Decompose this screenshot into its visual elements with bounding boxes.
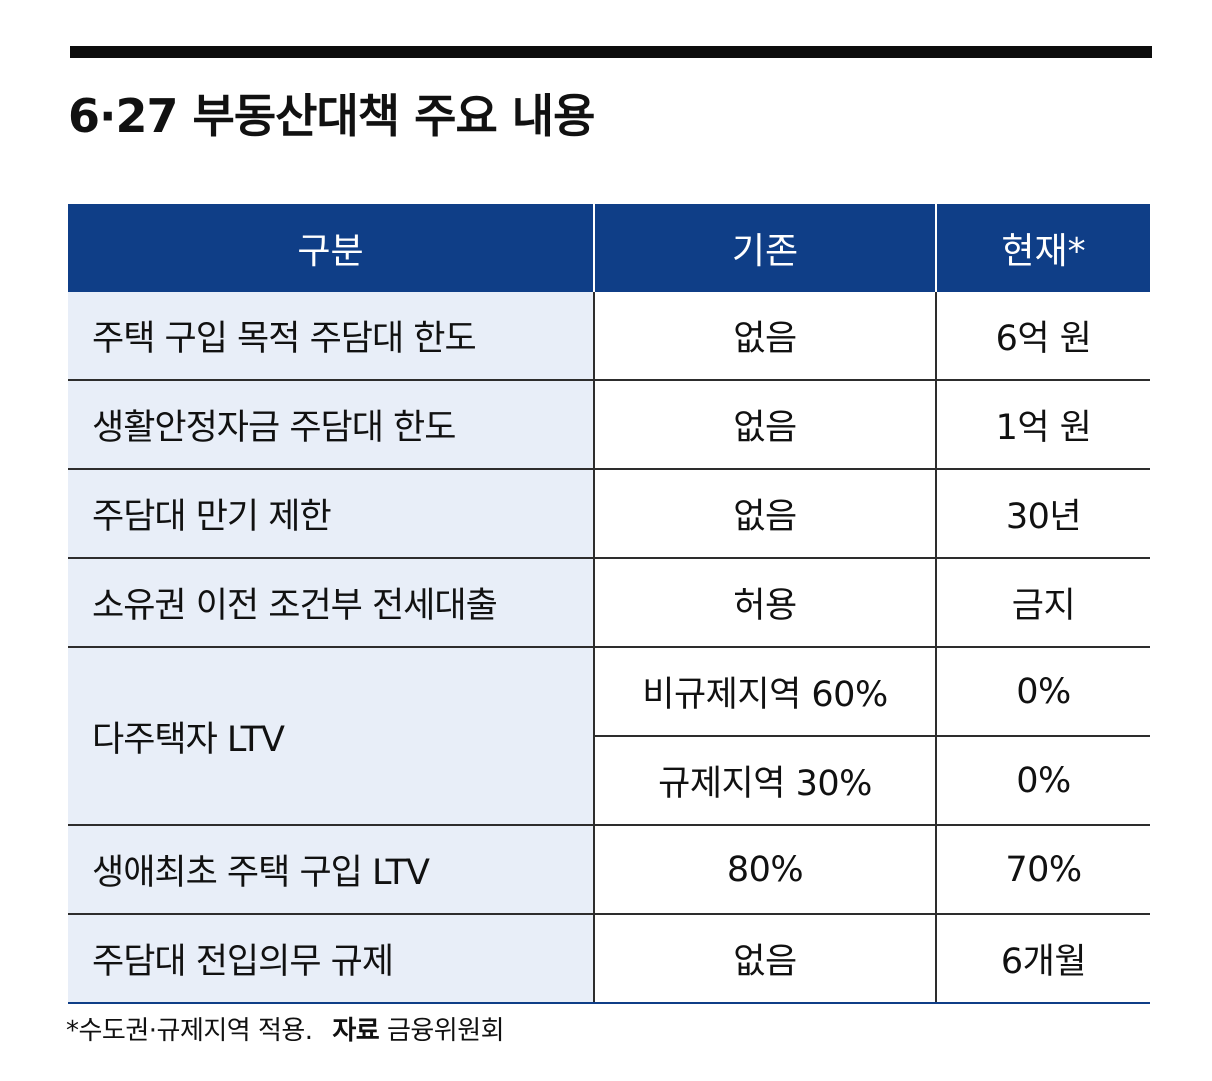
table-row: 규제지역 30% 0% — [68, 735, 1150, 825]
table-row: 생애최초 주택 구입 LTV 80% 70% — [68, 824, 1150, 914]
row-before: 비규제지역 60% — [593, 646, 936, 736]
row-label: 주택 구입 목적 주담대 한도 — [68, 292, 594, 380]
row-before: 없음 — [593, 468, 936, 558]
top-rule — [70, 46, 1152, 58]
header-before: 기존 — [593, 204, 936, 292]
row-now: 금지 — [935, 557, 1150, 647]
row-now: 6개월 — [935, 913, 1150, 1004]
row-before: 규제지역 30% — [593, 735, 936, 825]
row-label: 생활안정자금 주담대 한도 — [68, 379, 594, 469]
row-before: 없음 — [593, 379, 936, 469]
row-now: 1억 원 — [935, 379, 1150, 469]
row-now: 0% — [935, 646, 1150, 736]
row-label: 다주택자 LTV — [68, 646, 594, 825]
row-label: 생애최초 주택 구입 LTV — [68, 824, 594, 914]
table-row: 주택 구입 목적 주담대 한도 없음 6억 원 — [68, 292, 1150, 380]
header-now: 현재* — [935, 204, 1150, 292]
row-before: 허용 — [593, 557, 936, 647]
footnote-note: *수도권·규제지역 적용. — [66, 1016, 313, 1046]
policy-table: 구분 기존 현재* 주택 구입 목적 주담대 한도 없음 6억 원 생활안정자금… — [68, 204, 1150, 1004]
row-label: 주담대 전입의무 규제 — [68, 913, 594, 1004]
row-before: 80% — [593, 824, 936, 914]
row-now: 6억 원 — [935, 292, 1150, 380]
row-label: 주담대 만기 제한 — [68, 468, 594, 558]
table-row: 주담대 만기 제한 없음 30년 — [68, 468, 1150, 558]
table-row: 다주택자 LTV 비규제지역 60% 0% — [68, 646, 1150, 825]
row-now: 0% — [935, 735, 1150, 825]
row-before: 없음 — [593, 913, 936, 1004]
row-before: 없음 — [593, 292, 936, 380]
table-row: 주담대 전입의무 규제 없음 6개월 — [68, 913, 1150, 1004]
row-now: 30년 — [935, 468, 1150, 558]
row-now: 70% — [935, 824, 1150, 914]
source-label: 자료 — [332, 1016, 380, 1046]
table-row: 생활안정자금 주담대 한도 없음 1억 원 — [68, 379, 1150, 469]
table-row: 소유권 이전 조건부 전세대출 허용 금지 — [68, 557, 1150, 647]
footnote: *수도권·규제지역 적용. 자료 금융위원회 — [66, 1010, 505, 1047]
header-category: 구분 — [68, 204, 594, 292]
row-label: 소유권 이전 조건부 전세대출 — [68, 557, 594, 647]
source-name: 금융위원회 — [386, 1016, 505, 1046]
page-title: 6·27 부동산대책 주요 내용 — [68, 89, 595, 143]
header-row: 구분 기존 현재* — [68, 204, 1150, 292]
